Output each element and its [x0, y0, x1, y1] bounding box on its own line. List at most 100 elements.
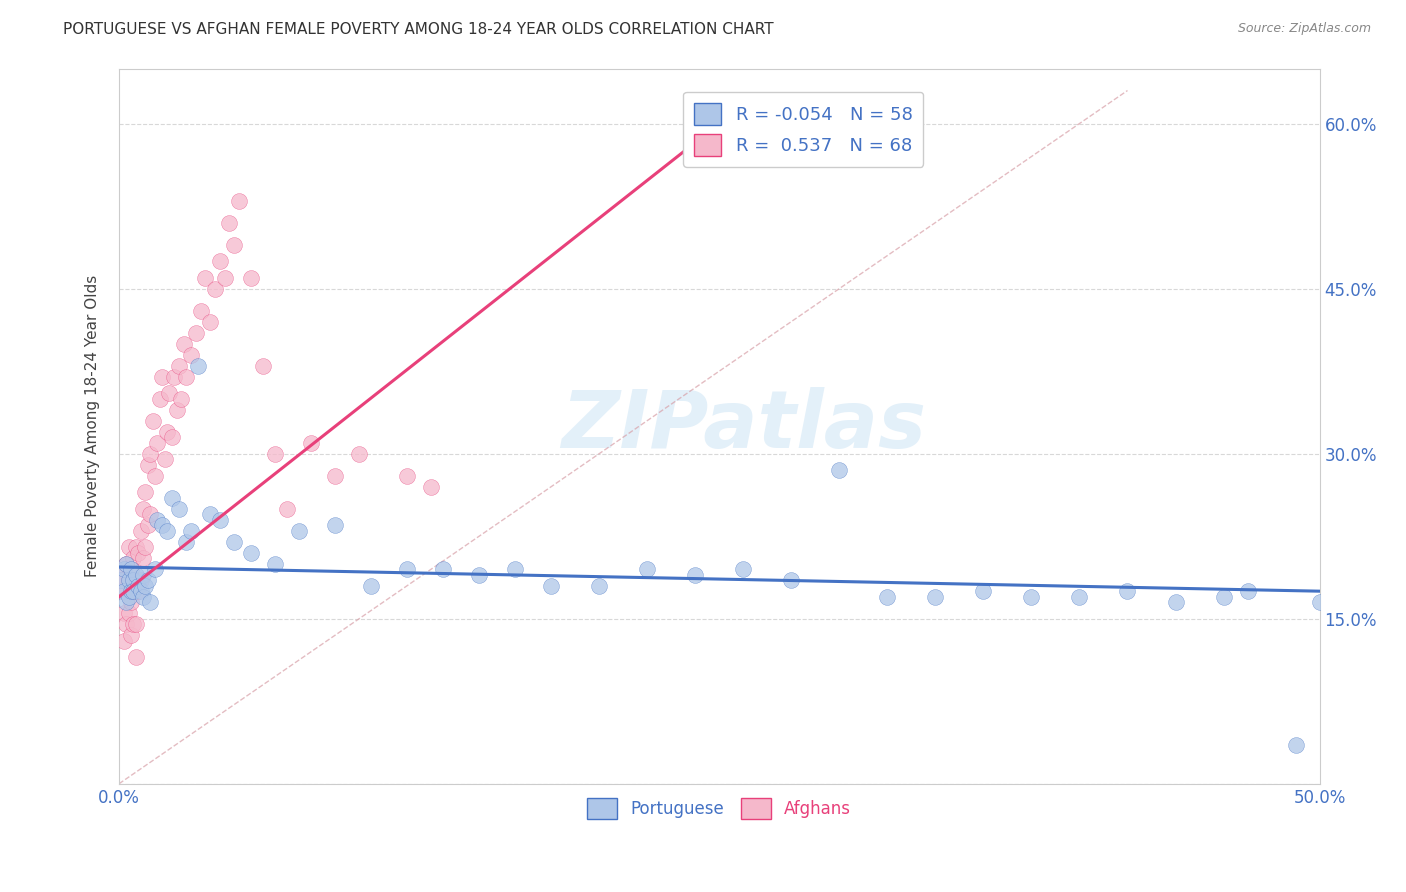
- Point: [184, 326, 207, 340]
- Point: [129, 584, 152, 599]
- Point: [194, 270, 217, 285]
- Point: [240, 270, 263, 285]
- Point: [187, 359, 209, 373]
- Point: [636, 562, 658, 576]
- Point: [156, 524, 179, 538]
- Point: [125, 617, 148, 632]
- Point: [167, 359, 190, 373]
- Point: [828, 463, 851, 477]
- Point: [118, 606, 141, 620]
- Point: [146, 513, 169, 527]
- Point: [420, 480, 443, 494]
- Point: [150, 369, 173, 384]
- Point: [120, 562, 142, 576]
- Point: [173, 336, 195, 351]
- Point: [214, 270, 236, 285]
- Point: [252, 359, 274, 373]
- Point: [118, 590, 141, 604]
- Point: [396, 468, 419, 483]
- Point: [685, 567, 707, 582]
- Point: [120, 562, 142, 576]
- Point: [115, 557, 138, 571]
- Point: [1284, 738, 1306, 752]
- Point: [1164, 595, 1187, 609]
- Point: [323, 468, 346, 483]
- Point: [163, 369, 186, 384]
- Point: [120, 628, 142, 642]
- Point: [218, 216, 240, 230]
- Point: [136, 573, 159, 587]
- Point: [360, 579, 382, 593]
- Point: [208, 513, 231, 527]
- Text: ZIPatlas: ZIPatlas: [561, 387, 925, 465]
- Point: [323, 518, 346, 533]
- Point: [208, 254, 231, 268]
- Point: [160, 491, 183, 505]
- Point: [136, 518, 159, 533]
- Point: [876, 590, 898, 604]
- Point: [153, 452, 176, 467]
- Point: [150, 518, 173, 533]
- Point: [122, 617, 145, 632]
- Point: [129, 573, 152, 587]
- Point: [276, 501, 298, 516]
- Point: [120, 595, 142, 609]
- Point: [180, 524, 202, 538]
- Point: [110, 584, 132, 599]
- Point: [127, 546, 149, 560]
- Y-axis label: Female Poverty Among 18-24 Year Olds: Female Poverty Among 18-24 Year Olds: [86, 275, 100, 577]
- Point: [180, 348, 202, 362]
- Point: [299, 435, 322, 450]
- Point: [132, 551, 155, 566]
- Point: [139, 507, 162, 521]
- Point: [139, 595, 162, 609]
- Point: [125, 540, 148, 554]
- Point: [1021, 590, 1043, 604]
- Point: [146, 435, 169, 450]
- Point: [264, 447, 287, 461]
- Point: [110, 573, 132, 587]
- Point: [122, 584, 145, 599]
- Point: [503, 562, 526, 576]
- Point: [132, 590, 155, 604]
- Point: [129, 524, 152, 538]
- Point: [224, 534, 246, 549]
- Point: [174, 534, 197, 549]
- Point: [110, 567, 132, 582]
- Point: [1069, 590, 1091, 604]
- Point: [174, 369, 197, 384]
- Point: [134, 579, 156, 593]
- Point: [125, 567, 148, 582]
- Point: [122, 573, 145, 587]
- Point: [115, 584, 138, 599]
- Point: [588, 579, 610, 593]
- Point: [112, 633, 135, 648]
- Point: [120, 584, 142, 599]
- Point: [122, 551, 145, 566]
- Point: [139, 447, 162, 461]
- Point: [1212, 590, 1234, 604]
- Point: [264, 557, 287, 571]
- Point: [115, 617, 138, 632]
- Point: [204, 282, 226, 296]
- Point: [125, 650, 148, 665]
- Point: [240, 546, 263, 560]
- Point: [1309, 595, 1331, 609]
- Point: [224, 237, 246, 252]
- Point: [396, 562, 419, 576]
- Legend: Portuguese, Afghans: Portuguese, Afghans: [581, 792, 858, 825]
- Text: Source: ZipAtlas.com: Source: ZipAtlas.com: [1237, 22, 1371, 36]
- Point: [143, 562, 166, 576]
- Point: [112, 606, 135, 620]
- Point: [540, 579, 562, 593]
- Point: [122, 584, 145, 599]
- Point: [924, 590, 946, 604]
- Point: [167, 501, 190, 516]
- Point: [156, 425, 179, 439]
- Point: [134, 540, 156, 554]
- Point: [288, 524, 311, 538]
- Point: [1236, 584, 1258, 599]
- Point: [132, 501, 155, 516]
- Point: [118, 540, 141, 554]
- Point: [468, 567, 491, 582]
